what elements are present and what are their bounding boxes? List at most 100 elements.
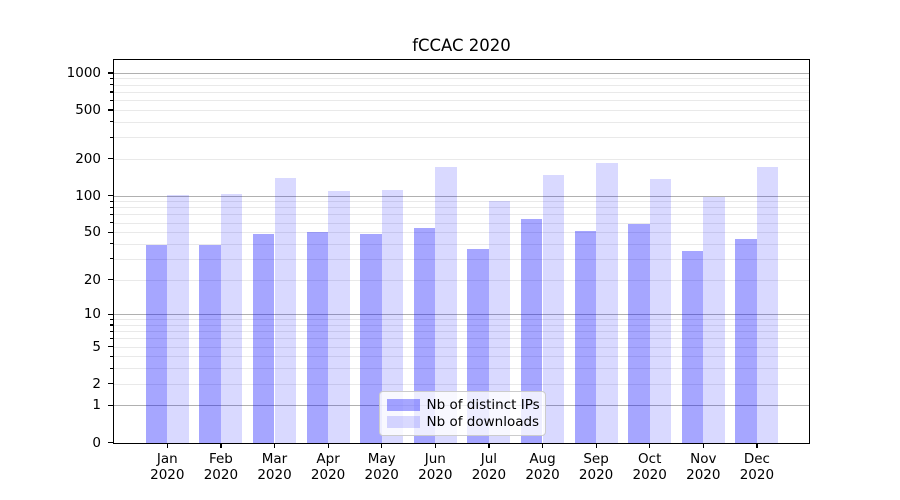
- bar-downloads-dec: [756, 167, 779, 443]
- y-minor-tick: [110, 84, 113, 86]
- y-minor-tick: [110, 367, 113, 369]
- bar-downloads-nov: [703, 196, 725, 443]
- gridline-minor: [113, 258, 809, 260]
- bar-downloads-jan: [167, 195, 189, 443]
- gridline-minor: [113, 232, 809, 234]
- gridline-minor: [113, 338, 809, 340]
- x-tick-label: May 2020: [364, 451, 399, 483]
- gridline-minor: [113, 84, 809, 86]
- y-tick: [108, 109, 113, 111]
- gridline-minor: [113, 207, 809, 209]
- bar-distinct-ips-apr: [306, 232, 329, 443]
- y-minor-tick: [110, 337, 113, 340]
- x-tick-label: Apr 2020: [310, 451, 346, 483]
- y-tick: [108, 195, 113, 197]
- gridline-minor: [113, 214, 809, 216]
- bar-distinct-ips-jun: [413, 228, 436, 443]
- y-tick-label: 0: [92, 434, 101, 451]
- y-minor-tick: [110, 330, 113, 332]
- x-tick: [274, 443, 276, 448]
- legend-swatch-downloads: [386, 416, 420, 428]
- y-tick-label: 100: [75, 187, 101, 204]
- bar-downloads-mar: [274, 178, 296, 443]
- x-tick-label: Mar 2020: [257, 451, 292, 483]
- x-tick: [220, 443, 222, 448]
- x-tick-label: Oct 2020: [632, 451, 667, 483]
- gridline-minor: [113, 109, 809, 111]
- bar-downloads-feb: [220, 193, 243, 443]
- gridline-minor: [113, 222, 809, 224]
- x-tick-label: Jul 2020: [471, 451, 507, 483]
- y-minor-tick: [110, 200, 113, 202]
- legend: Nb of distinct IPs Nb of downloads: [378, 391, 546, 436]
- legend-item-downloads: Nb of downloads: [386, 414, 545, 430]
- x-tick-label: Jun 2020: [418, 451, 453, 483]
- x-tick-label: Nov 2020: [686, 451, 721, 483]
- y-tick-label: 200: [75, 150, 101, 167]
- y-minor-tick: [110, 99, 113, 101]
- bar-downloads-apr: [328, 191, 350, 443]
- gridline-minor: [113, 279, 809, 281]
- chart-title: fCCAC 2020: [412, 36, 511, 55]
- y-minor-tick: [110, 318, 113, 320]
- y-minor-tick: [110, 222, 113, 224]
- x-tick: [381, 443, 383, 448]
- bar-downloads-aug: [542, 174, 564, 443]
- legend-item-distinct-ips: Nb of distinct IPs: [386, 397, 545, 413]
- bar-downloads-may: [381, 189, 404, 443]
- y-tick-label: 1: [92, 397, 101, 414]
- gridline-minor: [113, 368, 809, 370]
- y-minor-tick: [110, 136, 113, 138]
- y-minor-tick: [110, 206, 113, 209]
- gridline-minor: [113, 356, 809, 358]
- gridline-minor: [113, 243, 809, 245]
- bar-distinct-ips-aug: [521, 219, 543, 443]
- bar-distinct-ips-jan: [145, 245, 168, 443]
- y-tick-label: 50: [83, 224, 101, 241]
- gridline-minor: [113, 100, 809, 102]
- bar-distinct-ips-oct: [628, 224, 650, 443]
- x-tick: [488, 443, 490, 448]
- y-tick: [108, 442, 113, 444]
- x-tick: [434, 443, 436, 448]
- bar-distinct-ips-nov: [681, 250, 704, 443]
- gridline-minor: [113, 383, 809, 385]
- y-tick-label: 5: [92, 338, 101, 355]
- x-tick: [327, 443, 329, 448]
- y-tick-label: 2: [92, 375, 101, 392]
- legend-label-downloads: Nb of downloads: [426, 414, 540, 430]
- y-tick-label: 500: [75, 101, 101, 118]
- x-tick: [649, 443, 651, 448]
- y-minor-tick: [110, 77, 113, 80]
- bar-distinct-ips-dec: [735, 238, 757, 443]
- bar-downloads-jun: [435, 167, 457, 443]
- y-tick: [108, 346, 113, 348]
- bar-downloads-oct: [649, 179, 672, 443]
- x-tick: [166, 443, 168, 448]
- y-tick-label: 20: [83, 271, 101, 288]
- gridline-minor: [113, 78, 809, 80]
- bar-distinct-ips-mar: [253, 234, 275, 443]
- y-minor-tick: [110, 258, 113, 260]
- y-minor-tick: [110, 121, 113, 123]
- y-tick: [108, 383, 113, 385]
- gridline-minor: [113, 201, 809, 203]
- y-minor-tick: [110, 213, 113, 216]
- x-tick: [702, 443, 704, 448]
- x-tick: [542, 443, 544, 448]
- gridline-minor: [113, 346, 809, 348]
- y-minor-tick: [110, 243, 113, 245]
- y-tick: [108, 158, 113, 160]
- legend-label-distinct-ips: Nb of distinct IPs: [426, 397, 540, 413]
- y-tick-label: 1000: [66, 64, 101, 81]
- gridline-minor: [113, 91, 809, 93]
- gridline-minor: [113, 319, 809, 321]
- plot-area: Nb of distinct IPs Nb of downloads: [112, 59, 810, 444]
- bar-distinct-ips-may: [360, 234, 382, 443]
- x-tick: [756, 443, 758, 448]
- y-minor-tick: [110, 324, 113, 326]
- bar-distinct-ips-feb: [199, 245, 221, 443]
- y-tick: [108, 404, 113, 407]
- bar-distinct-ips-sep: [574, 231, 597, 443]
